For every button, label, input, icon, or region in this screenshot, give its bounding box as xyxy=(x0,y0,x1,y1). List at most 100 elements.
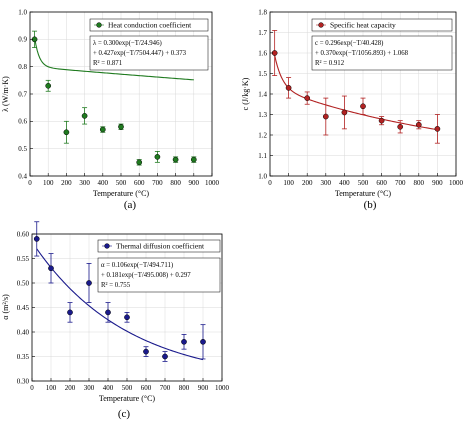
data-point xyxy=(434,126,441,132)
y-tick-label: 0.45 xyxy=(17,304,30,312)
y-tick-label: 1.6 xyxy=(258,49,267,57)
y-tick-label: 0.60 xyxy=(17,230,30,238)
x-tick-label: 400 xyxy=(339,179,350,187)
y-tick-label: 1.1 xyxy=(258,152,267,160)
data-point xyxy=(33,236,40,242)
equation-line: + 0.370exp(−T/1056.893) + 1.068 xyxy=(315,50,409,57)
x-tick-label: 300 xyxy=(84,384,95,392)
y-tick-label: 1.2 xyxy=(258,131,267,139)
data-point xyxy=(415,121,422,128)
equation-line: R² = 0.871 xyxy=(93,60,122,67)
x-tick-label: 600 xyxy=(376,179,387,187)
x-tick-label: 500 xyxy=(116,179,127,187)
legend-label: Heat conduction coefficient xyxy=(108,21,192,30)
equation-line: c = 0.296exp(−T/40.428) xyxy=(315,40,383,47)
chart-panel-1: 0 100 200 300 400 500 600 700 800 900 1000 0.4 0.5 0.… xyxy=(1,8,220,211)
x-tick-label: 700 xyxy=(160,384,171,392)
data-point xyxy=(136,159,143,166)
y-tick-label: 0.4 xyxy=(18,172,27,180)
y-tick-label: 1.8 xyxy=(258,8,267,16)
data-point xyxy=(181,338,187,345)
y-tick-label: 1.5 xyxy=(258,70,267,78)
data-point xyxy=(190,156,197,163)
y-tick-label: 0.9 xyxy=(18,36,27,44)
legend-marker xyxy=(318,22,324,28)
y-tick-label: 1.7 xyxy=(258,29,267,37)
equation-box xyxy=(89,35,209,71)
data-point xyxy=(67,309,73,316)
data-point xyxy=(63,129,70,136)
data-point xyxy=(154,154,161,160)
y-tick-label: 0.55 xyxy=(17,255,30,263)
legend-marker xyxy=(104,243,110,249)
x-tick-label: 900 xyxy=(189,179,200,187)
chart-panel-2: 0 100 200 300 400 500 600 700 800 900 1000 1.0 1.1 1.… xyxy=(241,8,464,211)
x-tick-label: 1000 xyxy=(215,384,230,392)
y-tick-label: 0.30 xyxy=(17,377,30,385)
x-tick-label: 900 xyxy=(198,384,209,392)
x-tick-label: 700 xyxy=(152,179,163,187)
equation-box xyxy=(97,257,221,293)
data-point xyxy=(304,95,311,101)
equation-line: α = 0.106exp(−T/494.711) xyxy=(101,262,173,269)
data-point xyxy=(124,314,130,321)
legend-marker xyxy=(96,22,102,28)
equation-line: λ = 0.300exp(−T/24.946) xyxy=(93,40,162,47)
data-point xyxy=(285,85,292,91)
x-tick-label: 100 xyxy=(283,179,294,187)
x-tick-label: 200 xyxy=(61,179,72,187)
x-tick-label: 900 xyxy=(432,179,443,187)
data-point xyxy=(105,309,111,316)
x-tick-label: 600 xyxy=(134,179,145,187)
x-axis-label: Temperature (°C) xyxy=(93,189,150,198)
data-point xyxy=(200,338,206,345)
y-tick-label: 1.0 xyxy=(18,8,27,16)
data-point xyxy=(48,265,54,272)
y-tick-label: 0.35 xyxy=(17,353,30,361)
x-axis-label: Temperature (°C) xyxy=(335,189,392,198)
data-point xyxy=(143,348,149,355)
x-tick-label: 100 xyxy=(46,384,57,392)
panel-label: (a) xyxy=(124,199,137,211)
x-tick-label: 800 xyxy=(414,179,425,187)
data-point xyxy=(397,123,404,130)
x-tick-label: 700 xyxy=(395,179,406,187)
legend-box xyxy=(89,18,209,32)
equation-line: + 0.181exp(−T/495.008) + 0.297 xyxy=(101,272,191,279)
legend-box xyxy=(311,18,453,32)
x-tick-label: 0 xyxy=(28,179,32,187)
data-point xyxy=(45,82,52,89)
data-point xyxy=(118,123,124,130)
fit-curve xyxy=(36,248,204,361)
x-tick-label: 300 xyxy=(321,179,332,187)
data-point xyxy=(162,353,168,360)
x-tick-label: 400 xyxy=(98,179,109,187)
data-point xyxy=(81,113,88,119)
x-tick-label: 300 xyxy=(79,179,90,187)
x-tick-label: 600 xyxy=(141,384,152,392)
panel-label: (b) xyxy=(364,199,377,211)
y-tick-label: 1.4 xyxy=(258,90,267,98)
data-point xyxy=(322,113,329,120)
equation-line: R² = 0.912 xyxy=(315,60,345,67)
y-tick-label: 1.0 xyxy=(258,172,267,180)
data-point xyxy=(86,280,92,286)
y-tick-label: 1.3 xyxy=(258,111,267,119)
x-tick-label: 200 xyxy=(65,384,76,392)
x-tick-label: 400 xyxy=(103,384,114,392)
fit-curve xyxy=(274,55,438,131)
y-axis-label: α (m²/s) xyxy=(1,294,10,320)
x-tick-label: 1000 xyxy=(205,179,220,187)
data-point xyxy=(341,109,348,116)
x-axis-label: Temperature (°C) xyxy=(99,394,156,403)
y-tick-label: 0.5 xyxy=(18,145,27,153)
legend-label: Specific heat capacity xyxy=(330,21,396,30)
x-tick-label: 500 xyxy=(122,384,133,392)
y-tick-label: 0.7 xyxy=(18,90,27,98)
y-axis-label: λ (W/m·K) xyxy=(1,76,10,112)
equation-line: R² = 0.755 xyxy=(101,282,131,289)
equation-box xyxy=(311,35,453,71)
equation-line: + 0.427exp(−T/7504.447) + 0.373 xyxy=(93,50,187,57)
x-tick-label: 200 xyxy=(302,179,313,187)
